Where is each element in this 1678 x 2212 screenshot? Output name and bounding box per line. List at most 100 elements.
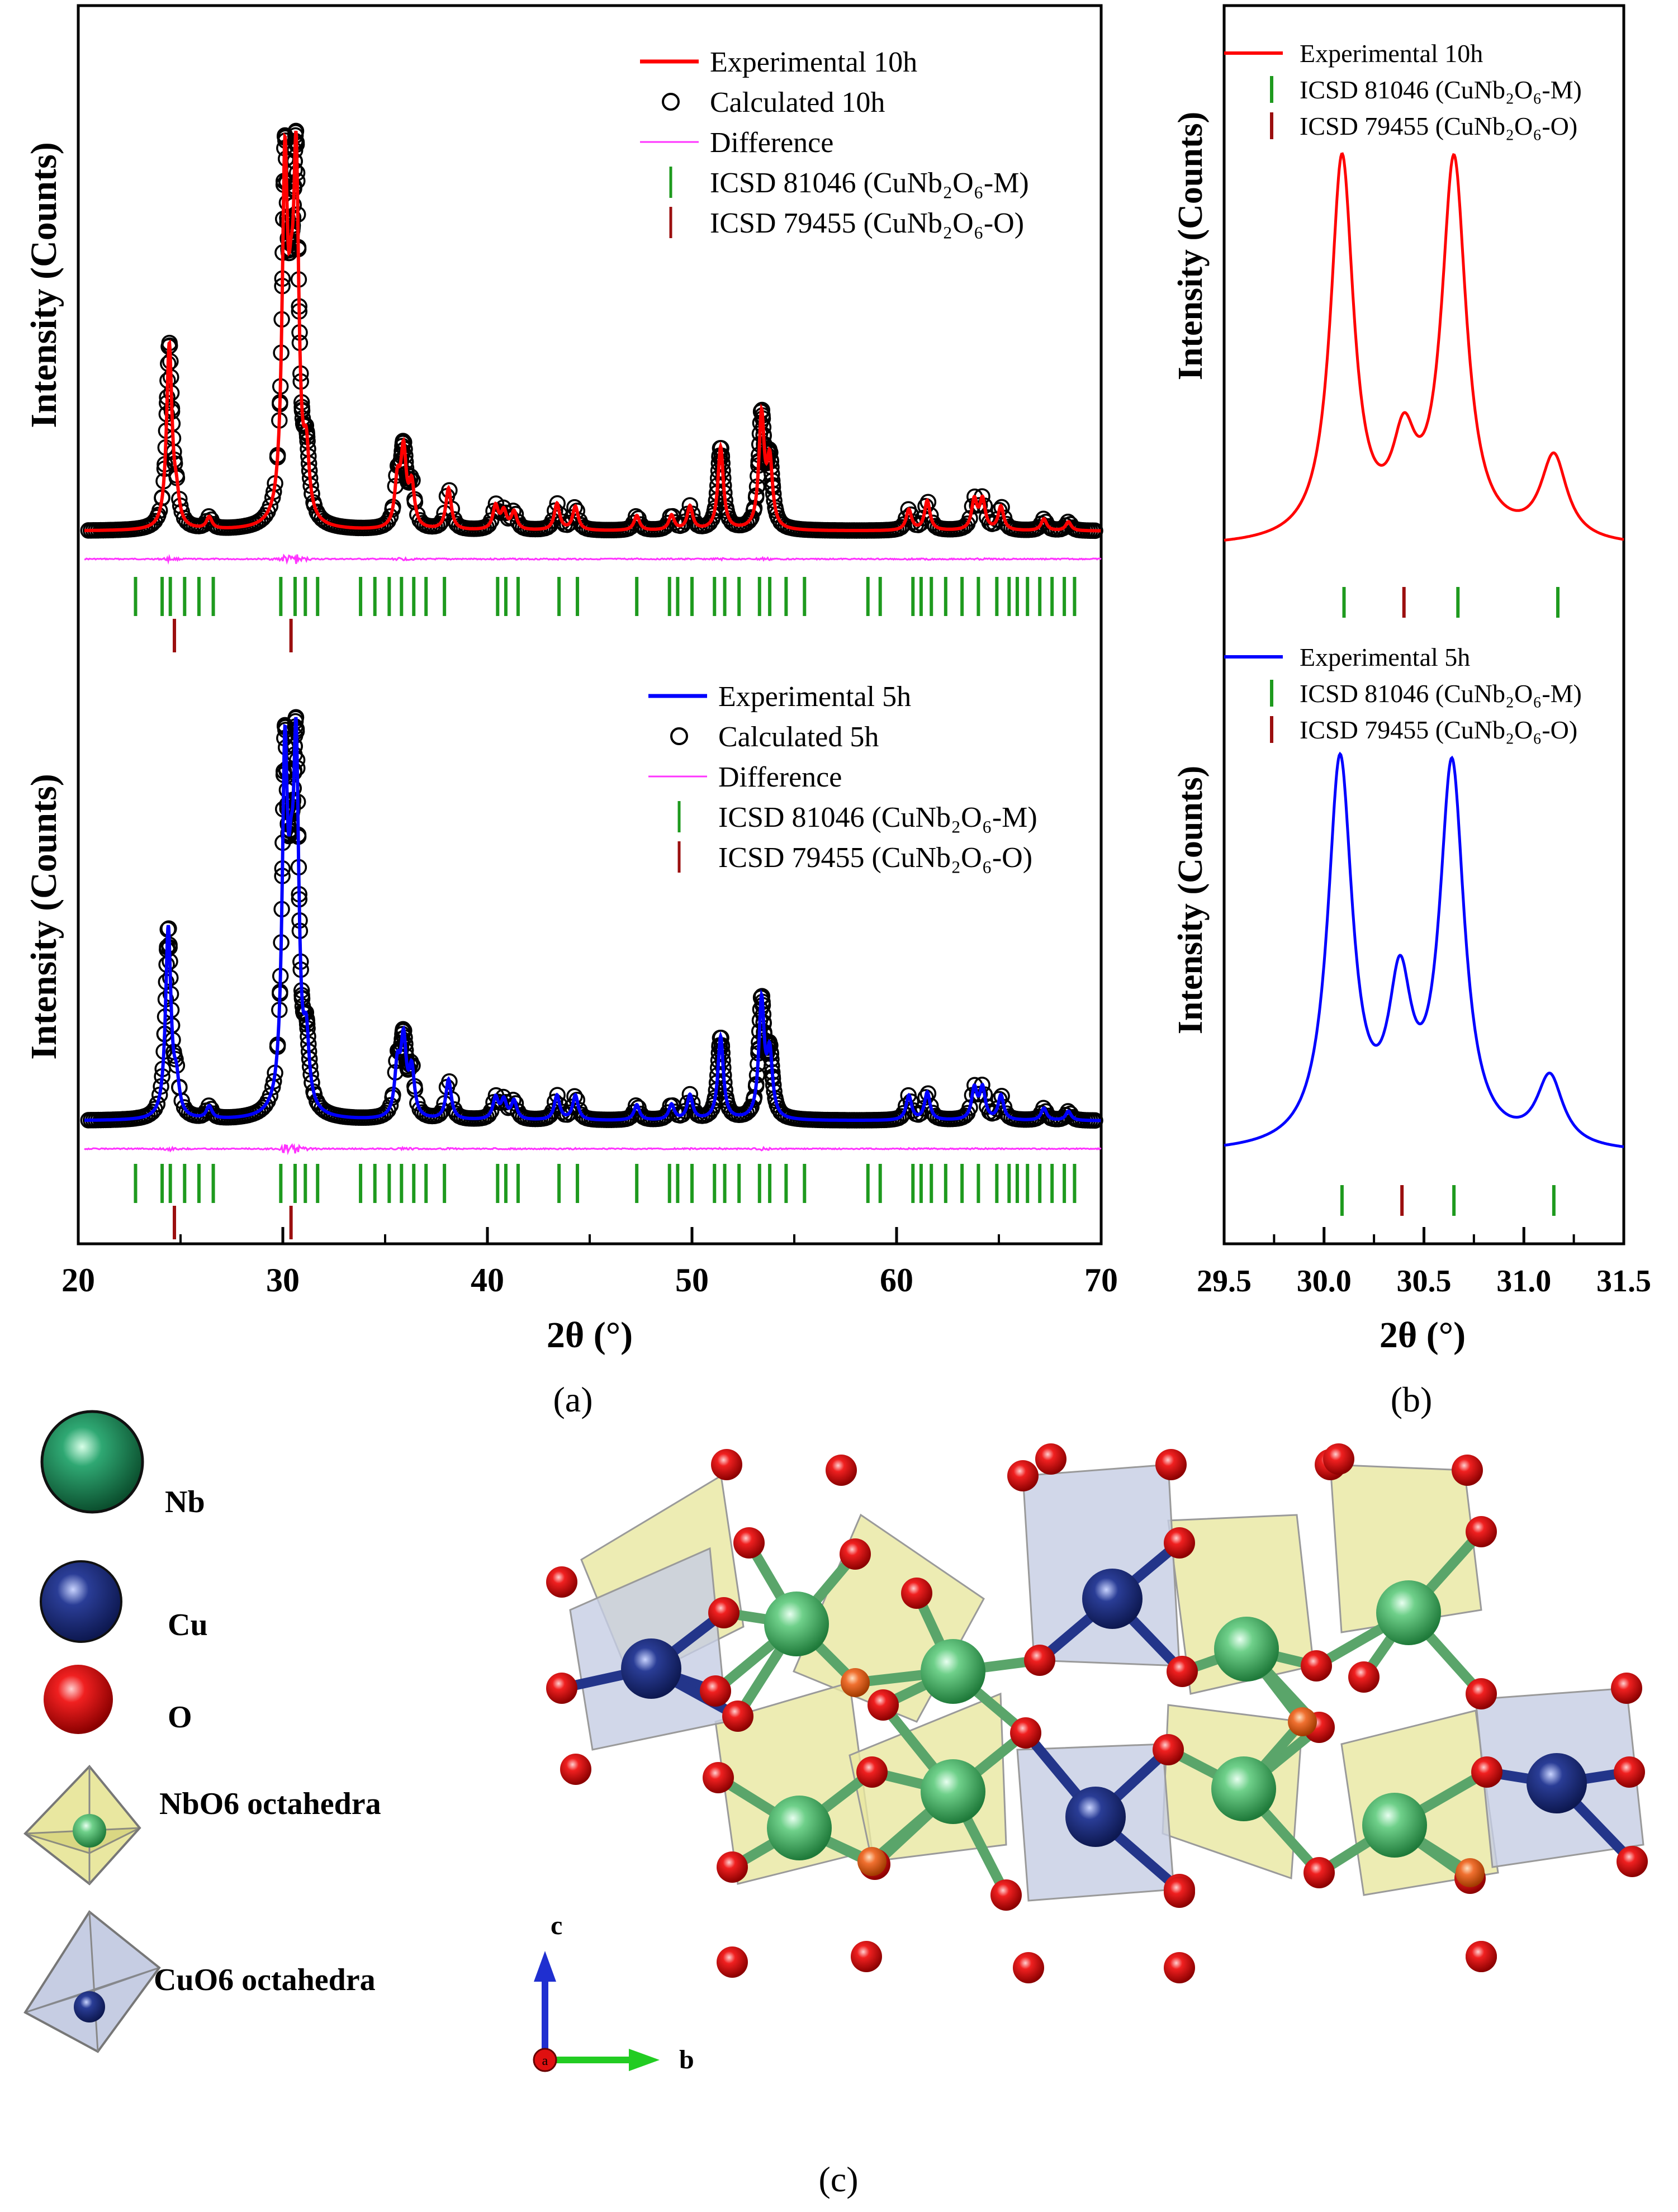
- oxygen-atom: [1164, 1877, 1195, 1908]
- nb-atom-icon: [40, 1410, 144, 1514]
- legend-label: Calculated 10h: [710, 87, 885, 119]
- panel-a-top-ylabel: Intensity (Counts): [23, 142, 64, 428]
- calculated-point: [681, 1086, 699, 1103]
- panel-b-xlabel: 2θ (°): [1380, 1315, 1466, 1356]
- legend-label: ICSD 81046 (CuNb₂O₆-M): [1300, 75, 1582, 104]
- oxygen-atom: [851, 1941, 882, 1972]
- oxygen-atom: [1007, 1460, 1039, 1491]
- cuo6-octahedron-icon: [23, 1910, 161, 2053]
- x-tick-label: 29.5: [1197, 1264, 1252, 1299]
- oxygen-atom: [826, 1455, 857, 1486]
- panel-b-x-axis: 29.5 30.0 30.5 31.0 31.5: [1197, 1227, 1651, 1299]
- nb-legend-label: Nb: [165, 1485, 205, 1519]
- x-tick-label: 20: [61, 1262, 95, 1299]
- oxygen-atom: [857, 1847, 887, 1876]
- oxygen-atom: [546, 1566, 577, 1598]
- oxygen-atom: [1024, 1645, 1055, 1676]
- x-tick-label: 31.0: [1496, 1264, 1551, 1299]
- copper-atom: [1527, 1753, 1587, 1813]
- panel-b-top-plot: Experimental 10h ICSD 81046 (CuNb₂O₆-M) IC…: [1224, 39, 1624, 618]
- oxygen-atom: [1301, 1650, 1332, 1682]
- legend-label: Calculated 5h: [718, 721, 879, 753]
- oxygen-atom: [708, 1597, 740, 1628]
- legend-label: ICSD 79455 (CuNb₂O₆-O): [718, 842, 1032, 874]
- oxygen-atom: [1167, 1656, 1198, 1687]
- cu-legend-item: Cu: [40, 1560, 208, 1643]
- x-tick-label: 40: [471, 1262, 504, 1299]
- a-axis-label: a: [542, 2054, 548, 2068]
- niobium-atom: [764, 1591, 829, 1656]
- panel-b-bottom-ylabel: Intensity (Counts): [1172, 766, 1210, 1035]
- legend-label: ICSD 81046 (CuNb₂O₆-M): [718, 802, 1037, 833]
- oxygen-atom: [700, 1675, 731, 1707]
- experimental-series-line: [84, 717, 1101, 1122]
- legend-circle-symbol: [670, 727, 688, 745]
- oxygen-atom: [560, 1754, 591, 1785]
- x-tick-label: 30: [266, 1262, 300, 1299]
- cuo6-legend-item: CuO6 octahedra: [23, 1910, 376, 2053]
- cuo6-legend-label: CuO6 octahedra: [154, 1963, 376, 1997]
- calculated-point: [956, 518, 973, 535]
- calculated-point: [149, 1096, 165, 1112]
- nb-legend-item: Nb: [40, 1410, 205, 1519]
- panel-b: Experimental 10h ICSD 81046 (CuNb₂O₆-M) IC…: [1172, 4, 1651, 1419]
- copper-atom: [1065, 1787, 1126, 1847]
- legend-label: ICSD 81046 (CuNb₂O₆-M): [710, 167, 1029, 199]
- oxygen-atom: [733, 1527, 765, 1559]
- calculated-point: [956, 1107, 973, 1124]
- oxygen-atom: [1471, 1756, 1502, 1788]
- cu-legend-label: Cu: [168, 1608, 208, 1642]
- nbo6-legend-item: NbO6 octahedra: [23, 1764, 381, 1886]
- oxygen-atom: [1164, 1952, 1195, 1983]
- calculated-point: [150, 506, 167, 524]
- x-tick-label: 50: [675, 1262, 709, 1299]
- oxygen-atom: [546, 1673, 577, 1704]
- calculated-point: [742, 1100, 759, 1117]
- niobium-atom: [1376, 1580, 1441, 1645]
- panel-b-label: (b): [1391, 1380, 1433, 1419]
- b-axis-label: b: [679, 2045, 694, 2074]
- oxygen-atom: [711, 1449, 742, 1480]
- oxygen-atom: [1611, 1673, 1642, 1704]
- calculated-point: [309, 1094, 326, 1111]
- calculated-point: [309, 505, 326, 522]
- cu-atom-icon: [40, 1560, 122, 1643]
- legend-label: Experimental 5h: [1300, 643, 1470, 671]
- legend-label: ICSD 79455 (CuNb₂O₆-O): [1300, 716, 1577, 744]
- oxygen-atom: [717, 1851, 748, 1883]
- niobium-atom: [921, 1759, 985, 1824]
- calculated-point: [257, 507, 274, 524]
- o-atom-icon: [44, 1665, 113, 1734]
- oxygen-atom: [1288, 1707, 1317, 1736]
- oxygen-atom: [1303, 1857, 1335, 1888]
- oxygen-atom: [703, 1762, 734, 1793]
- difference-series-line: [84, 1143, 1102, 1155]
- experimental-series-line: [1224, 152, 1624, 542]
- oxygen-atom: [1013, 1952, 1044, 1983]
- crystal-axes: a c b: [533, 1911, 694, 2074]
- niobium-atom: [1211, 1756, 1276, 1821]
- calculated-point: [627, 1097, 644, 1114]
- panel-a-top-plot: Experimental 10h Calculated 10h Difference…: [80, 46, 1103, 652]
- legend-label: ICSD 81046 (CuNb₂O₆-M): [1300, 679, 1582, 708]
- calculated-point: [478, 1108, 495, 1125]
- oxygen-atom: [1466, 1941, 1497, 1972]
- calculated-point: [431, 1105, 448, 1122]
- oxygen-atom: [856, 1756, 888, 1788]
- panel-a-x-axis: 20 30 40 50 60 70: [61, 1227, 1118, 1299]
- crystal-structure: [546, 1443, 1648, 1983]
- nbo6-octahedron: [1329, 1463, 1482, 1633]
- legend-label: Experimental 10h: [710, 46, 917, 78]
- legend-label: Experimental 10h: [1300, 39, 1483, 68]
- oxygen-atom: [1153, 1734, 1184, 1765]
- oxygen-atom: [990, 1879, 1022, 1911]
- nbo6-octahedron-icon: [23, 1764, 141, 1886]
- legend-label: ICSD 79455 (CuNb₂O₆-O): [710, 207, 1024, 239]
- calculated-point: [961, 510, 978, 527]
- panel-b-top-ylabel: Intensity (Counts): [1172, 112, 1210, 381]
- calculated-point: [772, 514, 789, 531]
- panel-a-bottom-ylabel: Intensity (Counts): [23, 774, 64, 1060]
- x-tick-label: 70: [1084, 1262, 1118, 1299]
- oxygen-atom: [1035, 1443, 1066, 1475]
- nbo6-legend-label: NbO6 octahedra: [159, 1787, 381, 1821]
